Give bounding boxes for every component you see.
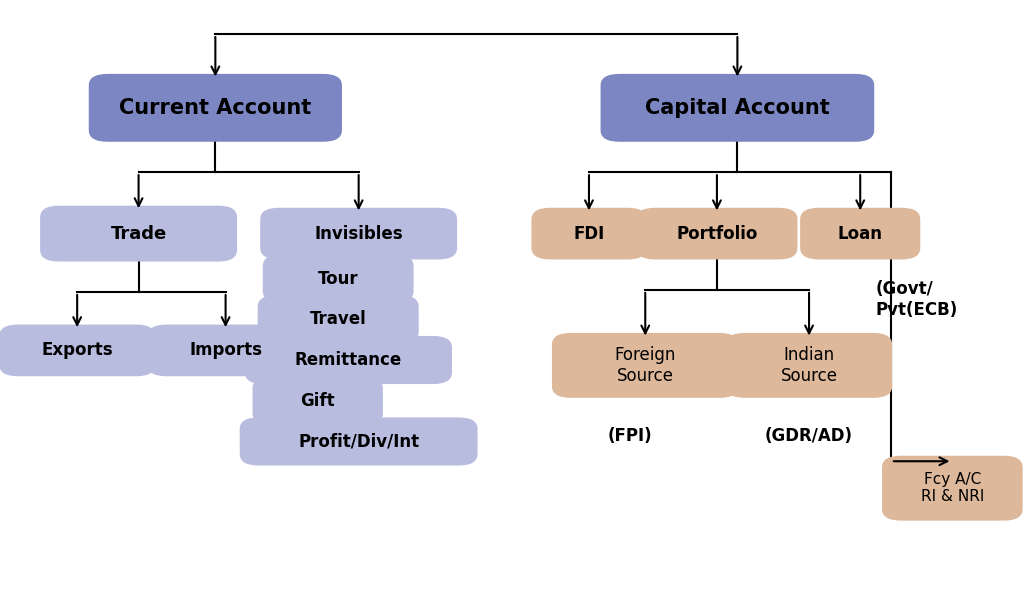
FancyBboxPatch shape bbox=[241, 418, 477, 465]
FancyBboxPatch shape bbox=[883, 456, 1022, 520]
Text: (Govt/
Pvt(ECB): (Govt/ Pvt(ECB) bbox=[876, 280, 957, 319]
FancyBboxPatch shape bbox=[0, 325, 155, 376]
Text: (FPI): (FPI) bbox=[607, 427, 652, 445]
Text: Tour: Tour bbox=[317, 270, 358, 288]
Text: Foreign
Source: Foreign Source bbox=[614, 346, 676, 385]
FancyBboxPatch shape bbox=[601, 75, 873, 141]
Text: Travel: Travel bbox=[310, 310, 367, 328]
Text: (GDR/AD): (GDR/AD) bbox=[765, 427, 853, 445]
FancyBboxPatch shape bbox=[253, 377, 382, 424]
FancyBboxPatch shape bbox=[261, 208, 457, 259]
FancyBboxPatch shape bbox=[727, 334, 892, 397]
Text: Trade: Trade bbox=[111, 225, 167, 243]
Text: Gift: Gift bbox=[300, 392, 335, 410]
FancyBboxPatch shape bbox=[263, 255, 413, 302]
FancyBboxPatch shape bbox=[89, 75, 341, 141]
Text: Indian
Source: Indian Source bbox=[780, 346, 838, 385]
Text: Remittance: Remittance bbox=[295, 351, 402, 369]
FancyBboxPatch shape bbox=[41, 206, 237, 261]
FancyBboxPatch shape bbox=[246, 337, 452, 383]
Text: Exports: Exports bbox=[41, 341, 113, 359]
Text: Loan: Loan bbox=[838, 225, 883, 243]
Text: Capital Account: Capital Account bbox=[645, 98, 829, 118]
FancyBboxPatch shape bbox=[258, 296, 418, 343]
Text: Profit/Div/Int: Profit/Div/Int bbox=[298, 432, 419, 450]
Text: Imports: Imports bbox=[189, 341, 262, 359]
FancyBboxPatch shape bbox=[553, 334, 738, 397]
FancyBboxPatch shape bbox=[637, 208, 797, 259]
Text: FDI: FDI bbox=[573, 225, 604, 243]
FancyBboxPatch shape bbox=[801, 208, 920, 259]
Text: Current Account: Current Account bbox=[119, 98, 311, 118]
FancyBboxPatch shape bbox=[148, 325, 303, 376]
Text: Fcy A/C
RI & NRI: Fcy A/C RI & NRI bbox=[921, 472, 984, 504]
Text: Portfolio: Portfolio bbox=[676, 225, 758, 243]
Text: Invisibles: Invisibles bbox=[314, 225, 403, 243]
FancyBboxPatch shape bbox=[532, 208, 646, 259]
